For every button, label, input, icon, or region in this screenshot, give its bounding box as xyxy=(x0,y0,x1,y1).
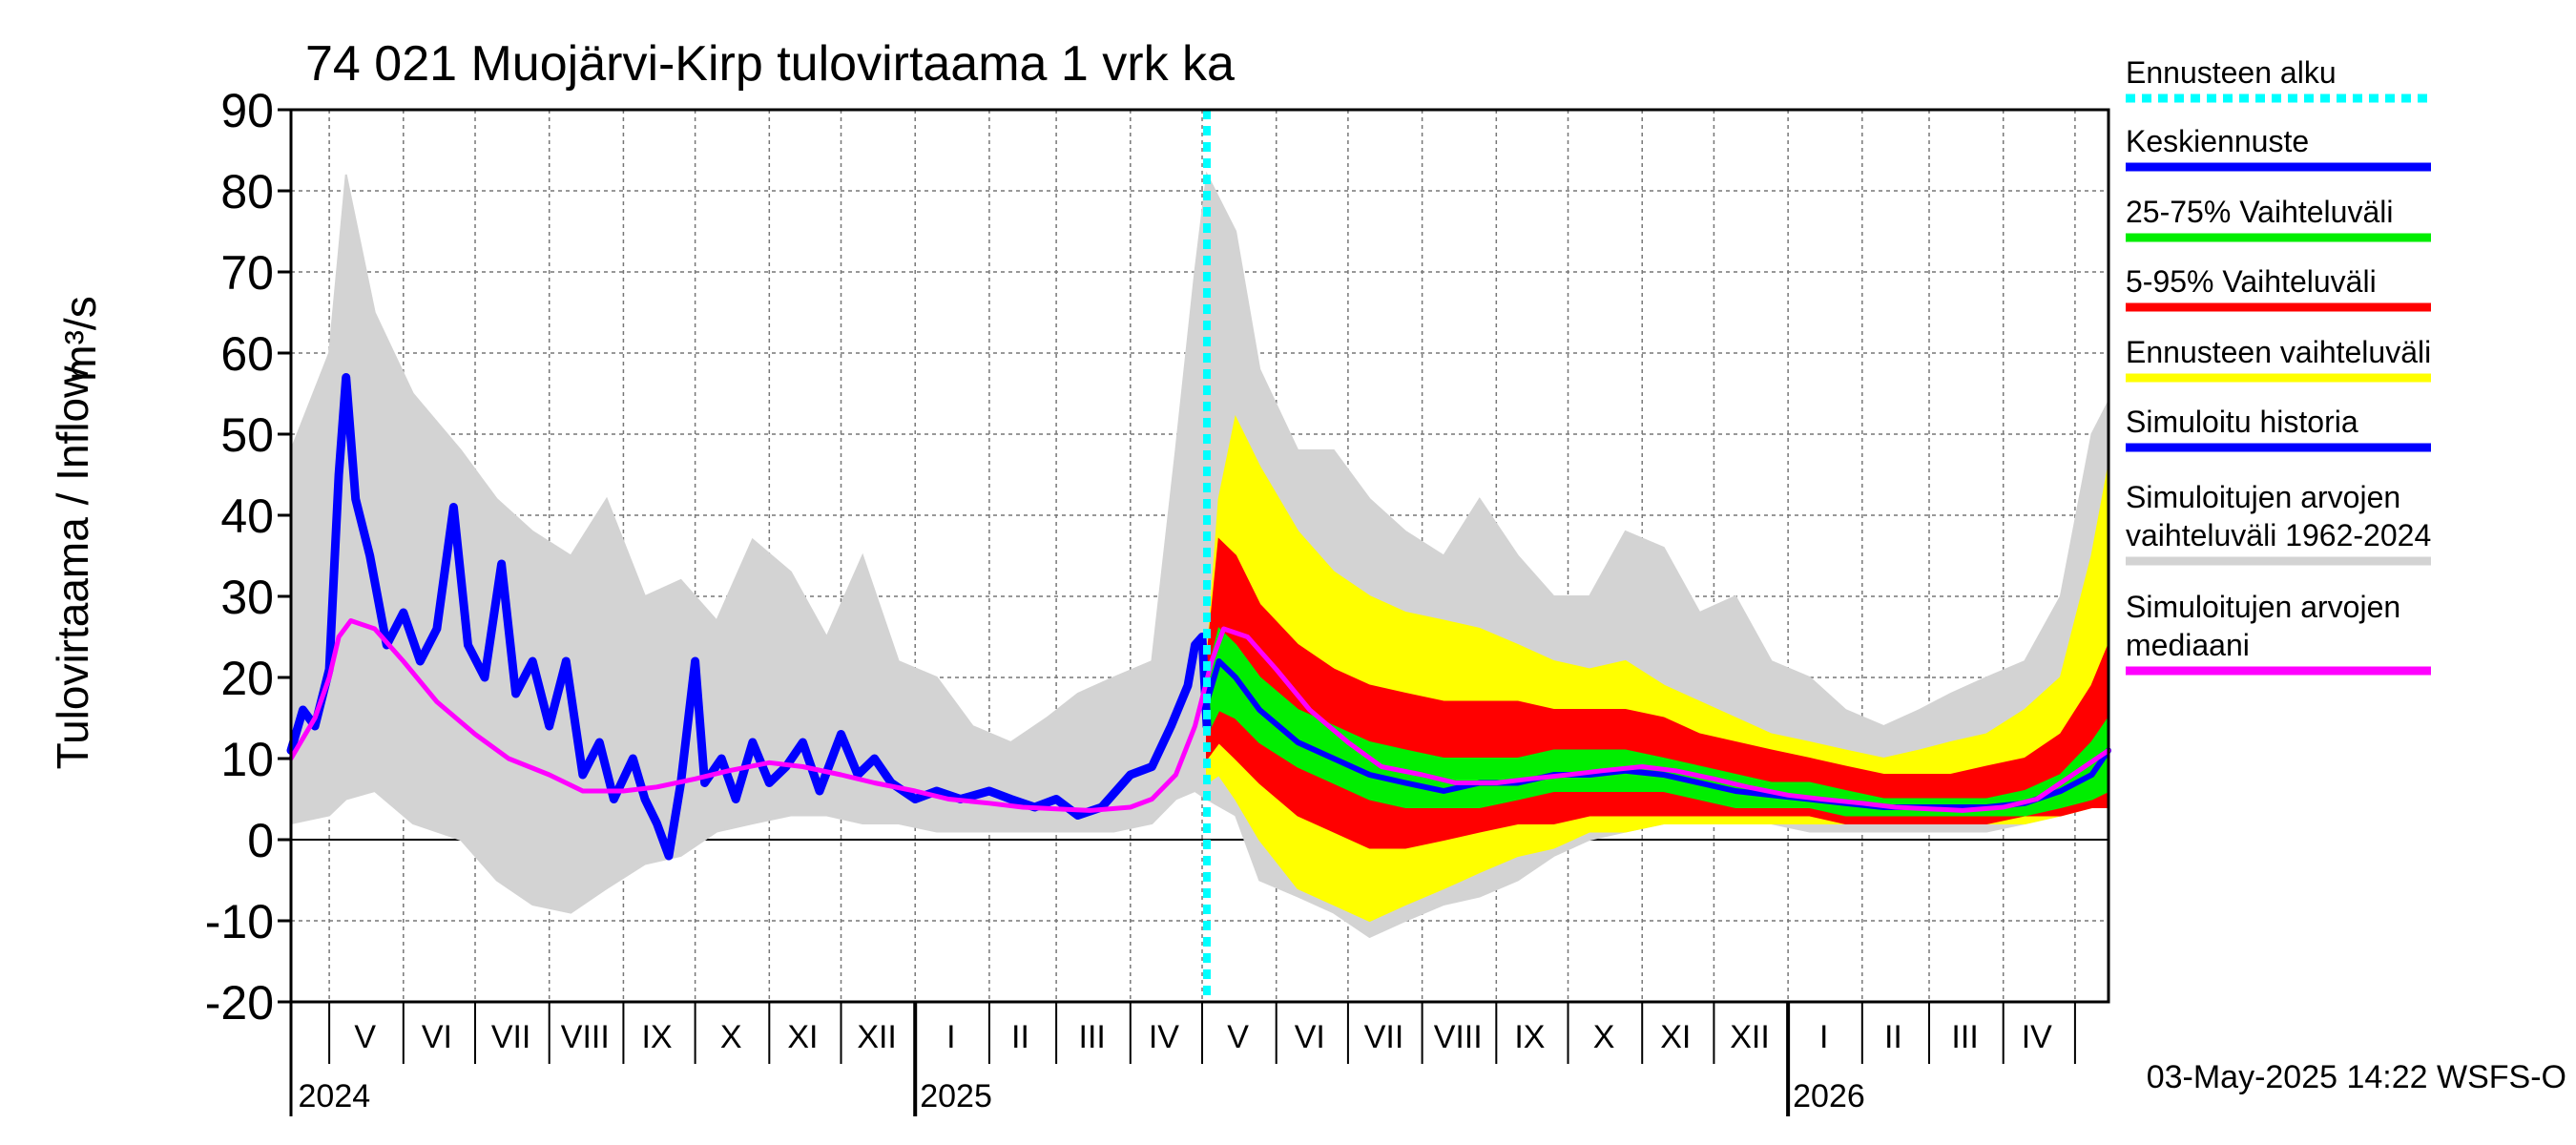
month-label: IX xyxy=(1514,1019,1545,1055)
month-label: VI xyxy=(422,1019,452,1055)
y-tick-label: 50 xyxy=(220,408,274,462)
month-label: XI xyxy=(1660,1019,1691,1055)
month-label: VI xyxy=(1295,1019,1325,1055)
legend-label: Ennusteen vaihteluväli xyxy=(2126,335,2431,369)
series-lines xyxy=(286,373,2111,861)
month-label: VII xyxy=(491,1019,531,1055)
y-tick-label: 0 xyxy=(247,814,274,867)
month-label: I xyxy=(946,1019,955,1055)
chart-title: 74 021 Muojärvi-Kirp tulovirtaama 1 vrk … xyxy=(305,36,1235,92)
month-label: III xyxy=(1951,1019,1978,1055)
x-axis: V VI VII VIII IX X XI XII I II III IV V VI VII VIII IX X X… xyxy=(289,1002,2076,1116)
y-tick-label: 20 xyxy=(220,652,274,705)
y-axis-unit: m³/s xyxy=(55,296,105,381)
legend-label: Simuloitujen arvojen mediaani xyxy=(2126,590,2400,662)
legend-label: 25-75% Vaihteluväli xyxy=(2126,195,2393,229)
month-label: VIII xyxy=(561,1019,610,1055)
y-tick-label: 40 xyxy=(220,489,274,543)
month-label: V xyxy=(1227,1019,1249,1055)
year-label: 2024 xyxy=(299,1078,371,1114)
year-label: 2025 xyxy=(920,1078,992,1114)
month-label: II xyxy=(1884,1019,1902,1055)
plot-frame xyxy=(289,108,2110,1004)
month-label: II xyxy=(1011,1019,1029,1055)
month-label: XII xyxy=(1730,1019,1770,1055)
y-tick-label: 60 xyxy=(220,327,274,381)
history-line xyxy=(286,373,1212,861)
y-tick-label: 70 xyxy=(220,246,274,300)
y-tick-label: 90 xyxy=(220,84,274,137)
month-label: XI xyxy=(787,1019,818,1055)
y-axis-title: Tulovirtaama / Inflow m³/s xyxy=(48,296,105,769)
month-label: XII xyxy=(857,1019,897,1055)
legend-label: Ennusteen alku xyxy=(2126,55,2337,90)
mean-forecast-line xyxy=(1204,658,2111,810)
month-label: IX xyxy=(641,1019,672,1055)
y-tick-label: -10 xyxy=(205,895,274,948)
month-label: VIII xyxy=(1434,1019,1483,1055)
median-line xyxy=(288,618,2111,813)
y-tick-label: 80 xyxy=(220,165,274,219)
month-label: IV xyxy=(1149,1019,1179,1055)
legend-label: Simuloitu historia xyxy=(2126,405,2358,439)
legend-label: Simuloitujen arvojen vaihteluväli 1962-20… xyxy=(2126,480,2431,552)
footer-timestamp: 03-May-2025 14:22 WSFS-O xyxy=(2147,1059,2566,1095)
month-label: III xyxy=(1079,1019,1106,1055)
legend-label: Keskiennuste xyxy=(2126,124,2309,158)
y-axis-label: Tulovirtaama / Inflow xyxy=(48,365,97,769)
y-axis: -20 -10 0 10 20 30 40 50 60 70 80 90 xyxy=(205,84,291,1030)
month-label: V xyxy=(354,1019,376,1055)
month-label: VII xyxy=(1364,1019,1404,1055)
y-tick-label: -20 xyxy=(205,976,274,1030)
month-label: I xyxy=(1819,1019,1828,1055)
y-tick-label: 10 xyxy=(220,733,274,786)
legend: Ennusteen alku Keskiennuste 25-75% Vaihtel… xyxy=(2126,55,2431,676)
year-label: 2026 xyxy=(1793,1078,1865,1114)
legend-label: 5-95% Vaihteluväli xyxy=(2126,264,2377,299)
y-tick-label: 30 xyxy=(220,571,274,624)
month-label: X xyxy=(720,1019,742,1055)
month-label: X xyxy=(1593,1019,1615,1055)
month-label: IV xyxy=(2022,1019,2052,1055)
